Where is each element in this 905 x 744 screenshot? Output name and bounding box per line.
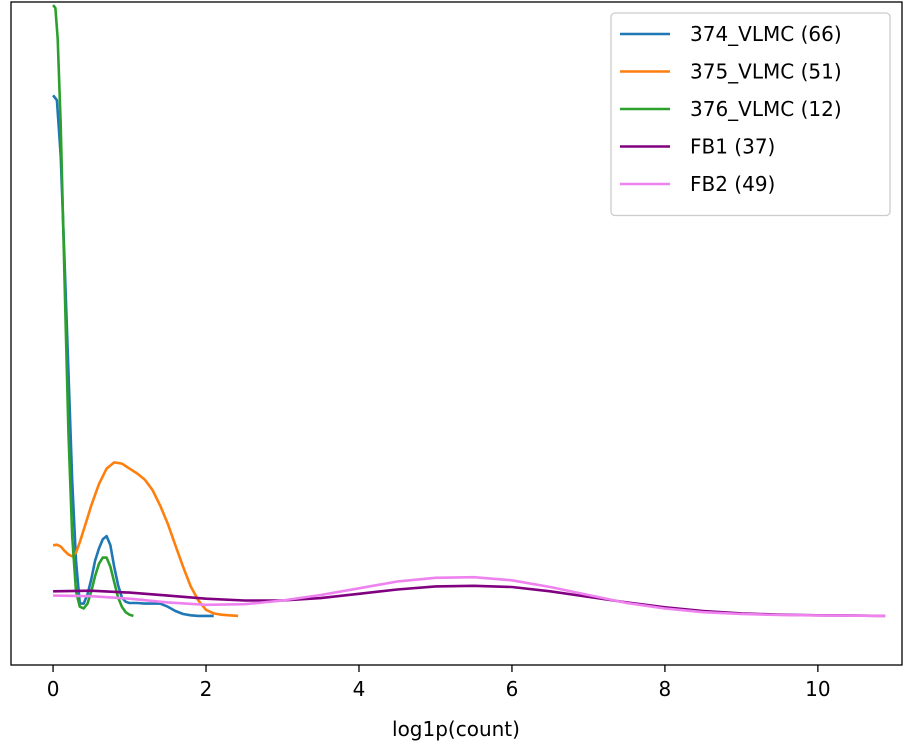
x-tick-label: 4	[353, 677, 366, 701]
legend-label: 374_VLMC (66)	[690, 22, 842, 46]
x-tick-label: 0	[47, 677, 60, 701]
legend-box	[610, 12, 891, 217]
x-tick-label: 10	[805, 677, 830, 701]
legend-label: FB1 (37)	[690, 135, 775, 159]
x-tick-label: 2	[200, 677, 213, 701]
legend-label: 376_VLMC (12)	[690, 97, 842, 121]
legend-label: FB2 (49)	[690, 172, 775, 196]
x-axis: 0 2 4 6 8 10	[47, 665, 831, 701]
x-tick-label: 8	[659, 677, 672, 701]
series-line-1	[52, 461, 239, 618]
series-line-0	[52, 94, 214, 618]
legend-label: 375_VLMC (51)	[690, 60, 842, 84]
series-layer	[52, 4, 886, 618]
x-tick-label: 6	[506, 677, 519, 701]
series-line-4	[53, 575, 886, 618]
x-axis-label: log1p(count)	[392, 717, 520, 741]
legend: 374_VLMC (66) 375_VLMC (51) 376_VLMC (12) F…	[610, 12, 891, 217]
